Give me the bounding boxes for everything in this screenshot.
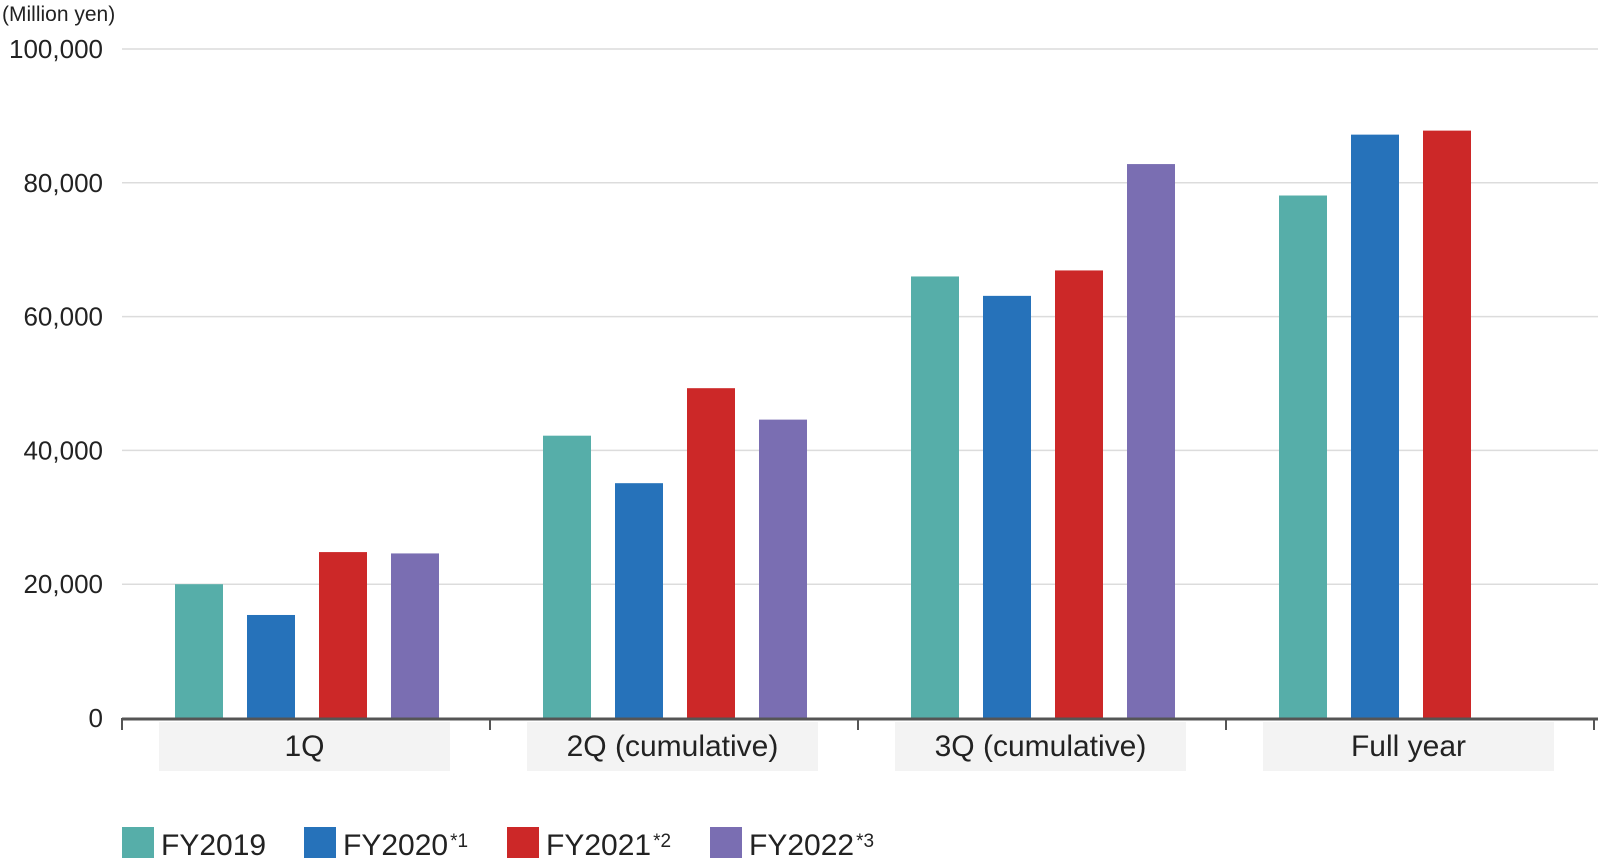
legend-label: FY2020 *1	[343, 829, 468, 862]
bar-fy2020-3	[983, 295, 1031, 718]
legend-footnote-marker: *2	[653, 831, 671, 852]
category-band	[895, 722, 1186, 771]
bar-fy2019-2	[543, 435, 591, 718]
legend-item-fy2022: FY2022 *3	[710, 827, 874, 862]
category-labels: 1Q 2Q (cumulative) 3Q (cumulative) Full yea…	[284, 730, 1466, 763]
y-axis-unit-label: (Million yen)	[2, 3, 115, 26]
y-axis-tick-labels: 0 20,000 40,000 60,000 80,000 100,000	[9, 34, 103, 733]
legend-swatch	[507, 827, 539, 858]
y-tick-label: 0	[89, 703, 103, 733]
bar-fy2020-4	[1351, 134, 1399, 718]
y-tick-label: 60,000	[23, 302, 103, 332]
legend-item-fy2021: FY2021 *2	[507, 827, 671, 862]
y-tick-label: 40,000	[23, 435, 103, 465]
legend-item-fy2020: FY2020 *1	[304, 827, 468, 862]
legend-swatch	[122, 827, 154, 858]
bar-fy2022-3	[1127, 164, 1175, 718]
legend-swatch	[304, 827, 336, 858]
x-axis	[121, 717, 1598, 730]
x-tick-label: Full year	[1351, 730, 1466, 763]
y-tick-label: 100,000	[9, 34, 103, 64]
category-band	[159, 722, 450, 771]
legend-label: FY2022 *3	[749, 829, 874, 862]
x-tick-label: 2Q (cumulative)	[567, 730, 779, 763]
x-tick-label: 3Q (cumulative)	[935, 730, 1147, 763]
bar-fy2019-4	[1279, 195, 1327, 719]
bar-fy2022-1	[391, 553, 439, 718]
bar-fy2020-1	[247, 614, 295, 718]
legend-label: FY2019	[161, 829, 266, 862]
bar-fy2022-2	[759, 419, 807, 718]
bar-fy2020-2	[615, 483, 663, 718]
bars	[175, 130, 1471, 719]
category-band	[1263, 722, 1554, 771]
category-bands	[159, 722, 1554, 771]
bar-fy2019-3	[911, 276, 959, 718]
legend-swatch	[710, 827, 742, 858]
y-tick-label: 80,000	[23, 168, 103, 198]
category-band	[527, 722, 818, 771]
bar-fy2021-1	[319, 552, 367, 718]
legend-item-fy2019: FY2019	[122, 827, 266, 862]
legend-footnote-marker: *3	[856, 831, 874, 852]
y-tick-label: 20,000	[23, 569, 103, 599]
legend-label: FY2021 *2	[546, 829, 671, 862]
legend-footnote-marker: *1	[450, 831, 468, 852]
bar-fy2021-3	[1055, 270, 1103, 718]
legend: FY2019 FY2020 *1 FY2021 *2 FY2022 *3	[122, 827, 874, 862]
bar-fy2021-2	[687, 388, 735, 718]
bar-fy2021-4	[1423, 130, 1471, 719]
x-tick-label: 1Q	[284, 730, 324, 763]
bar-fy2019-1	[175, 584, 223, 718]
